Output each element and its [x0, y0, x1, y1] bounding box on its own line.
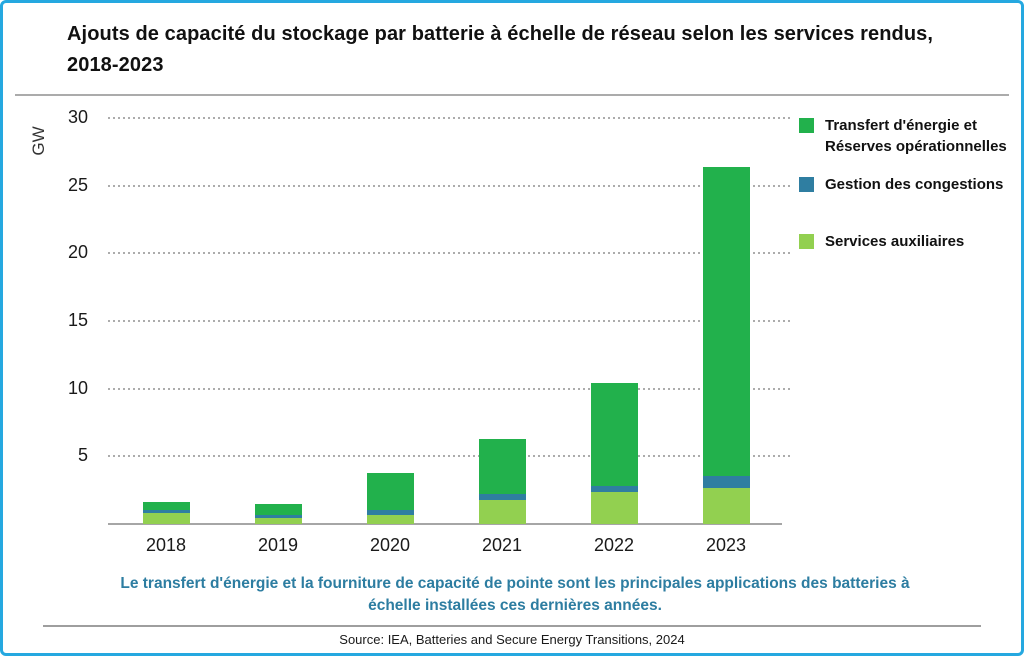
- legend-label: Transfert d'énergie et Réserves opératio…: [825, 117, 1007, 155]
- x-tick-label-2018: 2018: [145, 535, 187, 555]
- bar-segment: [254, 515, 302, 518]
- bar-segment: [254, 517, 302, 524]
- x-axis-line: [108, 523, 782, 525]
- legend-swatch-icon: [799, 177, 814, 192]
- key-message-caption: Le transfert d'énergie et la fourniture …: [120, 575, 910, 615]
- bar-segment: [478, 493, 526, 500]
- legend-swatch-icon: [799, 234, 814, 249]
- bar-segment: [254, 503, 302, 516]
- bar-segment: [702, 488, 750, 524]
- chart-title: Ajouts de capacité du stockage par batte…: [67, 23, 934, 76]
- legend-item: Services auxiliaires: [799, 231, 1014, 252]
- bar-segment: [478, 438, 526, 494]
- y-tick-label-15: 15: [67, 310, 88, 330]
- y-tick-label-5: 5: [77, 445, 88, 466]
- legend-swatch-icon: [799, 118, 814, 133]
- x-tick-label-2019: 2019: [257, 535, 299, 555]
- gridline-15: [108, 320, 791, 322]
- bar-segment: [478, 499, 526, 524]
- bar-2021: [478, 438, 526, 524]
- x-tick-label-2022: 2022: [593, 535, 635, 555]
- x-tick-label-2020: 2020: [369, 535, 411, 555]
- bar-segment: [142, 510, 190, 514]
- bar-2018: [142, 502, 190, 524]
- source-divider: [43, 625, 981, 627]
- y-tick-label-20: 20: [67, 242, 88, 263]
- bar-segment: [590, 486, 638, 493]
- gridline-20: [108, 252, 791, 255]
- plot-area: [108, 117, 791, 525]
- title-divider: [15, 94, 1009, 96]
- chart-area: 5 10 15 20 25 30 2018 2019 2020 2021 2022 2023: [3, 3, 1021, 653]
- bar-segment: [142, 513, 190, 524]
- bar-segment: [702, 166, 750, 476]
- gridline-10: [108, 387, 791, 390]
- bar-segment: [590, 492, 638, 524]
- y-tick-label-30: 30: [67, 107, 88, 127]
- legend-label: Services auxiliaires: [825, 233, 965, 250]
- bar-segment: [702, 475, 750, 489]
- y-tick-label-25: 25: [67, 174, 88, 195]
- x-tick-label-2021: 2021: [481, 535, 523, 555]
- bar-2023: [702, 166, 750, 524]
- gridline-5: [108, 455, 791, 458]
- source-attribution: Source: IEA, Batteries and Secure Energy…: [339, 632, 685, 647]
- gridline-30: [108, 117, 791, 119]
- legend-label: Gestion des congestions: [825, 176, 1004, 193]
- bar-segment: [142, 502, 190, 511]
- gridline-25: [108, 184, 791, 187]
- legend-item: Gestion des congestions: [799, 174, 1014, 195]
- y-tick-label-10: 10: [67, 377, 88, 398]
- chart-legend: Transfert d'énergie et Réserves opératio…: [799, 115, 1014, 269]
- x-tick-label-2023: 2023: [705, 535, 747, 555]
- bar-segment: [366, 510, 414, 516]
- bar-segment: [590, 383, 638, 487]
- legend-item: Transfert d'énergie et Réserves opératio…: [799, 115, 1014, 157]
- bar-2022: [590, 383, 638, 524]
- bar-2019: [254, 503, 302, 524]
- bar-2020: [366, 472, 414, 524]
- bar-segment: [366, 472, 414, 511]
- bar-segment: [366, 515, 414, 524]
